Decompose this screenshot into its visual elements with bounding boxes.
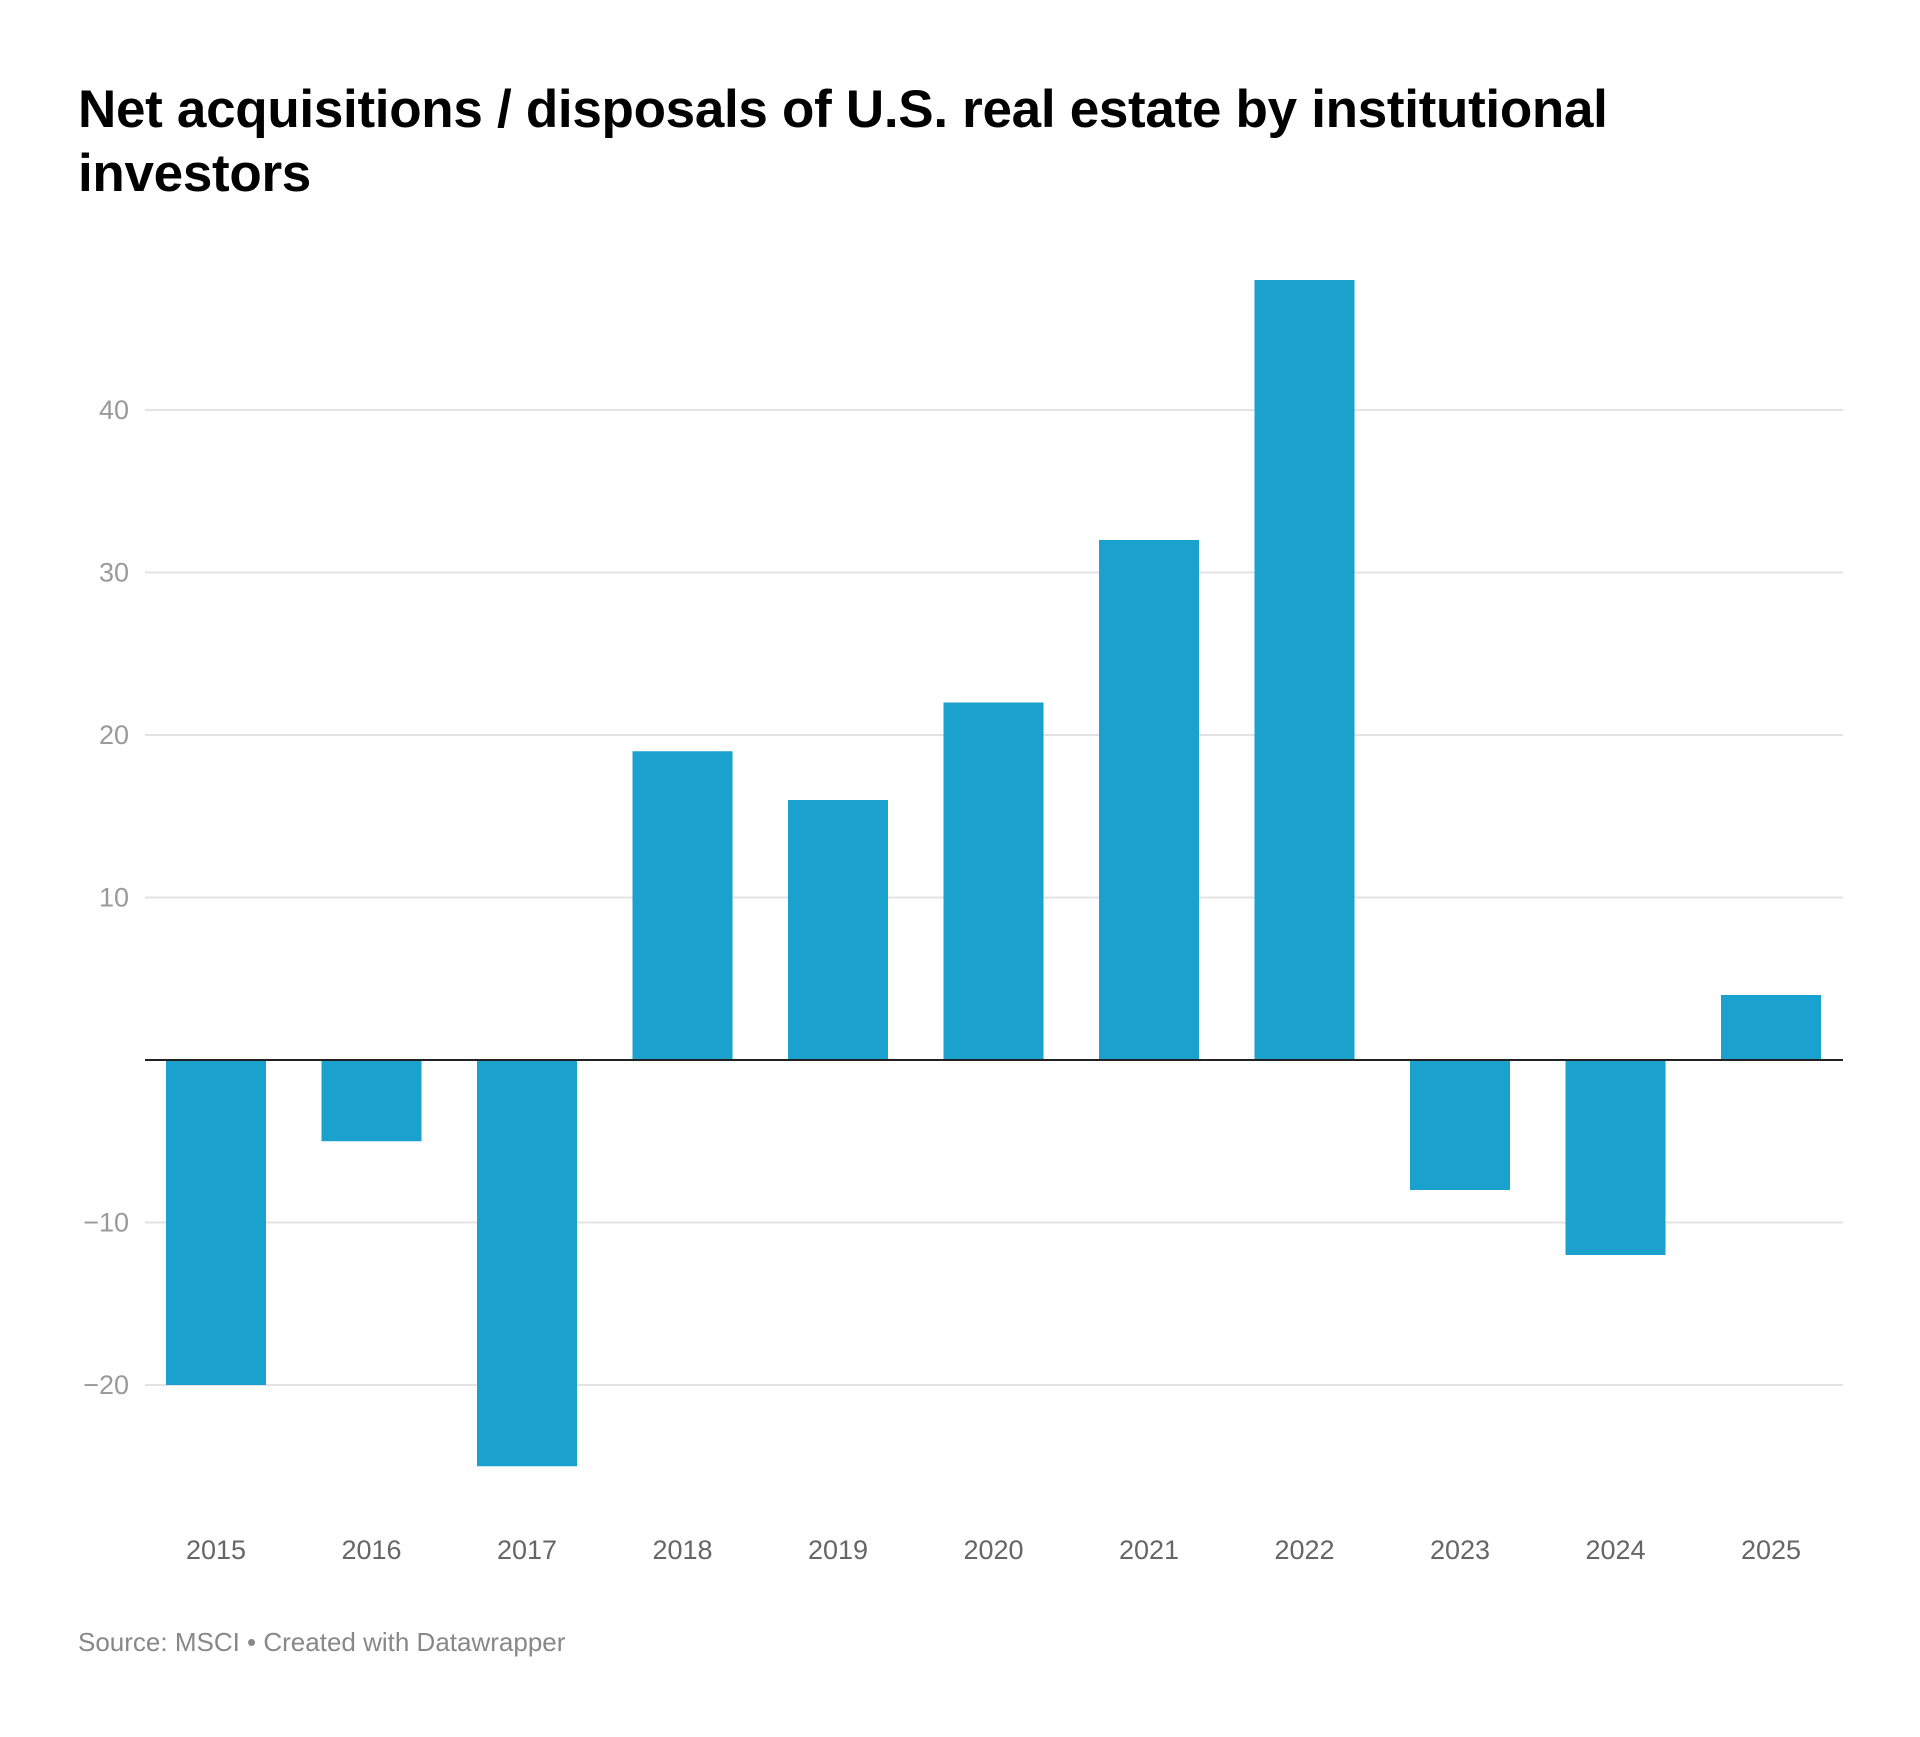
- x-tick-label: 2025: [1741, 1535, 1801, 1565]
- x-tick-label: 2017: [497, 1535, 557, 1565]
- x-tick-label: 2020: [963, 1535, 1023, 1565]
- bar-2022: [1254, 280, 1355, 1060]
- x-tick-label: 2019: [808, 1535, 868, 1565]
- x-tick-label: 2023: [1430, 1535, 1490, 1565]
- x-tick-label: 2018: [652, 1535, 712, 1565]
- y-tick-label: 40: [99, 395, 129, 425]
- y-tick-label: −20: [83, 1370, 129, 1400]
- bar-2019: [788, 800, 888, 1060]
- y-tick-label: 30: [99, 558, 129, 588]
- y-tick-label: 20: [99, 720, 129, 750]
- bar-2021: [1099, 540, 1199, 1060]
- y-tick-label: −10: [83, 1208, 129, 1238]
- source-note: Source: MSCI • Created with Datawrapper: [78, 1627, 566, 1657]
- bar-2023: [1410, 1060, 1510, 1190]
- bar-2016: [321, 1060, 422, 1142]
- y-axis: −20 −10 10 20 30 40: [83, 395, 129, 1400]
- bar-2018: [632, 751, 733, 1060]
- x-tick-label: 2024: [1585, 1535, 1645, 1565]
- bar-2017: [477, 1060, 577, 1467]
- chart-title: Net acquisitions / disposals of U.S. rea…: [78, 80, 1608, 203]
- y-tick-label: 10: [99, 883, 129, 913]
- bar-2024: [1565, 1060, 1666, 1255]
- bar-2015: [166, 1060, 266, 1385]
- x-tick-label: 2022: [1274, 1535, 1334, 1565]
- bars: [166, 280, 1821, 1467]
- x-axis: 2015 2016 2017 2018 2019 2020 2021 2022 2023 2024…: [186, 1535, 1801, 1565]
- bar-2020: [943, 702, 1044, 1060]
- x-tick-label: 2015: [186, 1535, 246, 1565]
- x-tick-label: 2021: [1119, 1535, 1179, 1565]
- bar-2025: [1721, 995, 1821, 1060]
- x-tick-label: 2016: [341, 1535, 401, 1565]
